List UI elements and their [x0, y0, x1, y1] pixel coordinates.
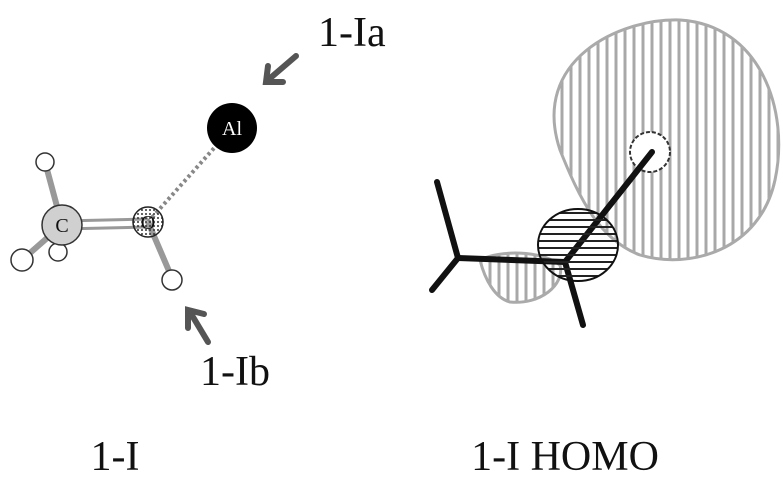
hydrogen — [49, 243, 67, 261]
homo-orbital — [432, 20, 779, 325]
hydrogen — [11, 249, 33, 271]
atom-label: Al — [222, 118, 242, 140]
atom-label: O — [141, 212, 155, 234]
annotation: 1-Ib — [200, 349, 270, 395]
atom-label: C — [55, 215, 68, 237]
hydrogen — [36, 153, 54, 171]
molecule-1-i: C O Al — [11, 103, 257, 290]
annotation: 1-Ia — [318, 10, 386, 56]
orbital-lobe — [538, 209, 618, 281]
arrow — [266, 56, 296, 82]
hydrogen — [162, 270, 182, 290]
caption: 1-I — [91, 434, 140, 480]
caption: 1-I HOMO — [471, 434, 659, 480]
arrow — [188, 310, 208, 342]
figure: C O Al 1-Ia 1-Ib 1-I 1-I HOMO — [0, 0, 783, 481]
